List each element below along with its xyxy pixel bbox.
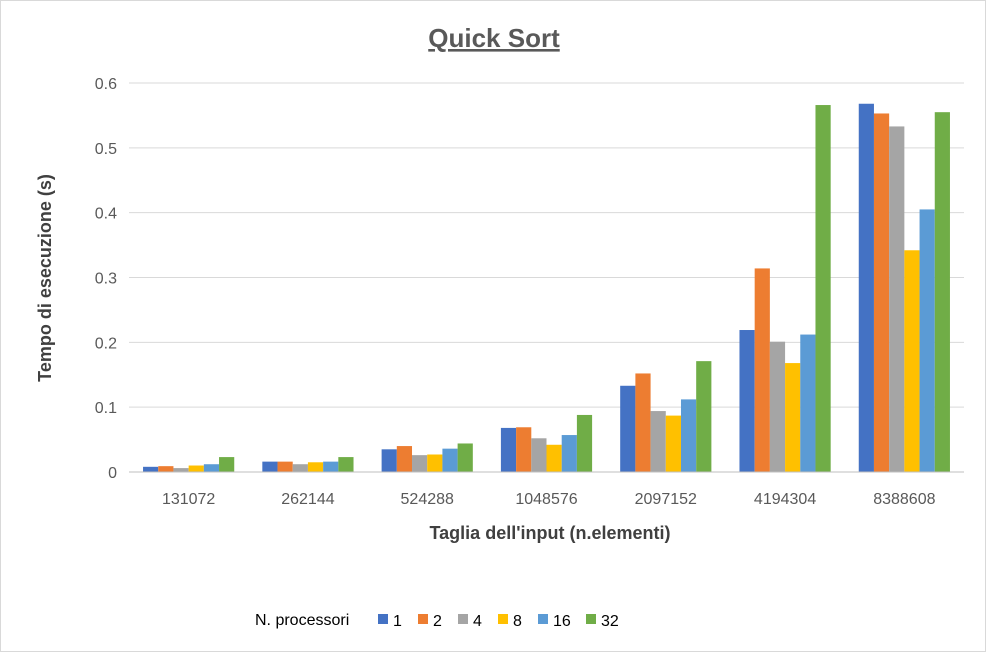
bar-8388608-p16	[919, 209, 935, 473]
legend-label-4: 4	[473, 613, 482, 630]
bar-8388608-p4	[889, 126, 905, 473]
bar-2097152-p1	[620, 385, 636, 472]
bar-1048576-p2	[516, 427, 532, 472]
bar-524288-p1	[381, 449, 397, 472]
bar-1048576-p32	[576, 414, 593, 472]
x-axis-title: Taglia dell'input (n.elementi)	[430, 523, 671, 543]
bar-8388608-p1	[858, 103, 874, 472]
bars	[143, 103, 950, 473]
legend-label-32: 32	[601, 613, 619, 630]
y-tick-label: 0	[108, 465, 117, 482]
y-tick-label: 0.2	[95, 335, 117, 352]
bar-2097152-p2	[635, 373, 651, 472]
bar-2097152-p32	[696, 361, 712, 472]
x-tick-label: 8388608	[873, 491, 935, 508]
chart-title: Quick Sort	[428, 23, 560, 53]
bar-524288-p8	[427, 454, 443, 472]
bar-131072-p16	[203, 464, 220, 472]
bar-524288-p32	[457, 443, 473, 472]
bar-4194304-p8	[785, 363, 801, 472]
y-axis-title: Tempo di esecuzione (s)	[35, 174, 55, 382]
bar-131072-p32	[219, 457, 235, 472]
bar-131072-p8	[188, 465, 204, 472]
y-tick-label: 0.1	[95, 400, 117, 417]
bar-4194304-p32	[815, 105, 831, 472]
y-tick-label: 0.3	[95, 271, 117, 288]
y-axis-ticks: 0 0.1 0.2 0.3 0.4 0.5 0.6	[95, 76, 117, 482]
y-tick-label: 0.5	[95, 141, 117, 158]
legend-label-8: 8	[513, 613, 522, 630]
bar-2097152-p8	[665, 415, 681, 472]
bar-8388608-p32	[934, 112, 950, 473]
bar-2097152-p16	[680, 399, 697, 472]
bar-2097152-p4	[650, 411, 666, 472]
bar-262144-p8	[307, 462, 324, 472]
legend-swatch-32	[586, 614, 596, 624]
gridlines	[129, 82, 964, 408]
bar-4194304-p4	[769, 341, 786, 472]
bar-262144-p1	[262, 461, 278, 472]
legend-swatch-2	[418, 614, 428, 624]
bar-131072-p4	[173, 468, 189, 472]
bar-1048576-p4	[531, 438, 547, 472]
legend-label-1: 1	[393, 613, 402, 630]
bar-4194304-p2	[754, 268, 770, 472]
x-tick-label: 2097152	[635, 491, 697, 508]
legend-swatch-16	[538, 614, 548, 624]
bar-262144-p32	[338, 457, 354, 472]
bar-1048576-p8	[546, 444, 562, 472]
bar-4194304-p1	[739, 330, 755, 472]
y-tick-label: 0.6	[95, 76, 117, 93]
x-axis-ticks: 131072 262144 524288 1048576 2097152 4194304 8…	[162, 491, 936, 508]
bar-1048576-p16	[561, 435, 577, 472]
x-tick-label: 131072	[162, 491, 215, 508]
legend-label-2: 2	[433, 613, 442, 630]
legend-title: N. processori	[255, 612, 349, 629]
bar-524288-p2	[396, 446, 413, 472]
x-tick-label: 262144	[281, 491, 334, 508]
legend-label-16: 16	[553, 613, 571, 630]
x-tick-label: 1048576	[515, 491, 577, 508]
bar-131072-p2	[158, 466, 174, 472]
bar-262144-p4	[292, 464, 308, 472]
bar-524288-p4	[412, 455, 428, 472]
bar-131072-p1	[143, 466, 159, 472]
bar-8388608-p2	[873, 113, 890, 472]
x-tick-label: 4194304	[754, 491, 816, 508]
legend-swatch-4	[458, 614, 468, 624]
legend-swatch-1	[378, 614, 388, 624]
x-tick-label: 524288	[401, 491, 454, 508]
legend-swatch-8	[498, 614, 508, 624]
bar-8388608-p8	[904, 250, 920, 472]
y-tick-label: 0.4	[95, 206, 117, 223]
bar-1048576-p1	[500, 427, 517, 472]
bar-262144-p16	[323, 461, 339, 472]
bar-262144-p2	[277, 461, 293, 472]
bar-4194304-p16	[800, 334, 816, 472]
bar-524288-p16	[442, 448, 458, 472]
legend: N. processori 1 2 4 8 16 32	[255, 612, 619, 630]
